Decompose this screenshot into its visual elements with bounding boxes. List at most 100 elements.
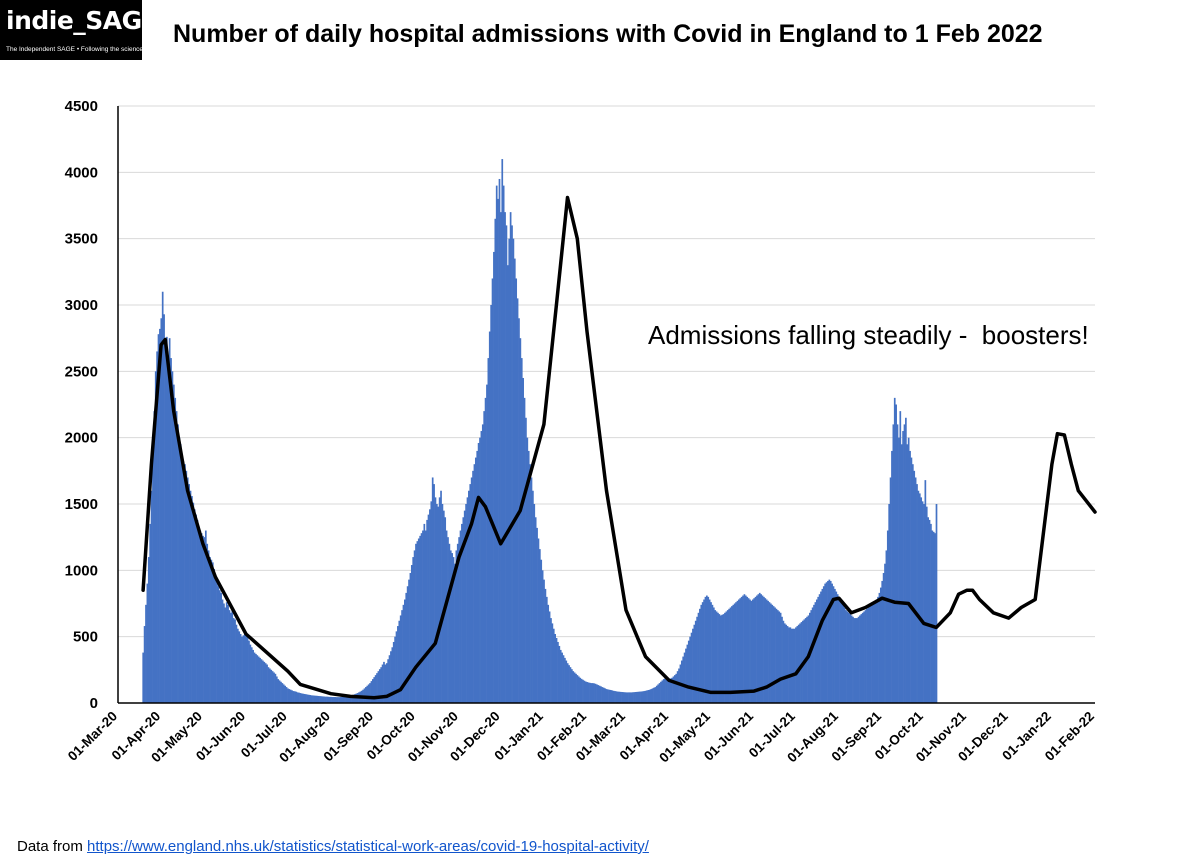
bar: [690, 632, 693, 703]
bar: [291, 690, 293, 703]
bar: [607, 689, 609, 703]
bar: [147, 557, 150, 703]
bar: [593, 683, 595, 703]
bar: [269, 668, 271, 703]
bar: [710, 602, 712, 703]
bar: [468, 490, 470, 703]
bar: [275, 676, 278, 703]
bar: [767, 600, 769, 703]
bar: [504, 212, 506, 703]
bar: [628, 692, 630, 703]
bar: [255, 653, 257, 703]
bar: [526, 437, 529, 703]
bar: [330, 696, 332, 703]
bar: [914, 477, 917, 703]
bar: [831, 583, 833, 703]
bar: [486, 384, 488, 703]
logo-tagline: The Independent SAGE • Following the sci…: [6, 46, 144, 53]
data-source-link[interactable]: https://www.england.nhs.uk/statistics/st…: [87, 838, 649, 855]
bar: [751, 599, 754, 703]
bar: [525, 417, 527, 703]
bar: [582, 679, 584, 703]
bar: [841, 602, 843, 703]
bar: [543, 579, 545, 703]
bar: [246, 636, 249, 703]
bar: [305, 694, 307, 703]
bar: [501, 159, 504, 703]
bar: [742, 595, 744, 703]
bar: [333, 697, 335, 703]
bar: [878, 592, 881, 703]
bar: [245, 632, 248, 703]
bar: [800, 622, 803, 703]
bar: [472, 470, 474, 703]
bar: [242, 635, 245, 703]
bar: [893, 397, 896, 703]
bar: [655, 685, 658, 703]
bar: [853, 618, 856, 703]
bar: [142, 652, 145, 703]
bar: [694, 620, 697, 703]
bar: [731, 606, 733, 703]
bar: [600, 686, 602, 703]
bar: [370, 681, 373, 703]
bar: [385, 663, 388, 703]
bar: [828, 579, 831, 703]
bar: [506, 265, 509, 703]
bar: [931, 530, 934, 703]
bar: [873, 602, 875, 703]
bar: [427, 514, 430, 703]
bar: [736, 600, 739, 703]
bar: [619, 691, 622, 703]
bar: [420, 533, 423, 703]
bar: [781, 616, 783, 703]
bar: [289, 689, 292, 703]
bar: [583, 680, 586, 703]
bar: [497, 198, 499, 703]
bar: [707, 596, 710, 703]
y-tick-label: 0: [90, 695, 98, 712]
bar: [509, 212, 512, 703]
bar: [298, 692, 300, 703]
bar: [732, 604, 735, 703]
bar: [871, 603, 874, 703]
bar: [900, 444, 903, 703]
bar: [718, 614, 721, 703]
bar: [879, 587, 882, 703]
bar: [640, 691, 643, 703]
bar: [280, 681, 282, 703]
bar: [274, 673, 277, 703]
bar: [821, 588, 824, 703]
bar: [834, 588, 836, 703]
bar: [923, 504, 925, 703]
bar: [257, 656, 260, 703]
bar: [708, 599, 711, 703]
bar: [186, 477, 189, 703]
bar: [550, 618, 552, 703]
bar: [561, 652, 563, 703]
bar: [469, 484, 472, 703]
bar: [231, 607, 234, 703]
y-tick-label: 4500: [65, 98, 98, 115]
bar: [230, 612, 232, 703]
bar: [699, 608, 701, 703]
bar: [909, 450, 911, 703]
bar: [390, 651, 392, 703]
bar: [344, 696, 346, 703]
bar: [810, 610, 813, 703]
bar: [866, 608, 868, 703]
bar: [174, 397, 177, 703]
bar: [544, 588, 547, 703]
bar: [566, 663, 569, 703]
bar: [220, 592, 222, 703]
bar: [413, 550, 416, 703]
bar: [854, 618, 857, 703]
bar: [577, 676, 580, 703]
bar: [326, 696, 328, 703]
bar: [211, 562, 214, 703]
bar: [203, 537, 206, 703]
y-tick-label: 500: [73, 629, 98, 646]
bar: [903, 424, 906, 703]
bar: [430, 501, 433, 703]
bar: [920, 497, 923, 703]
